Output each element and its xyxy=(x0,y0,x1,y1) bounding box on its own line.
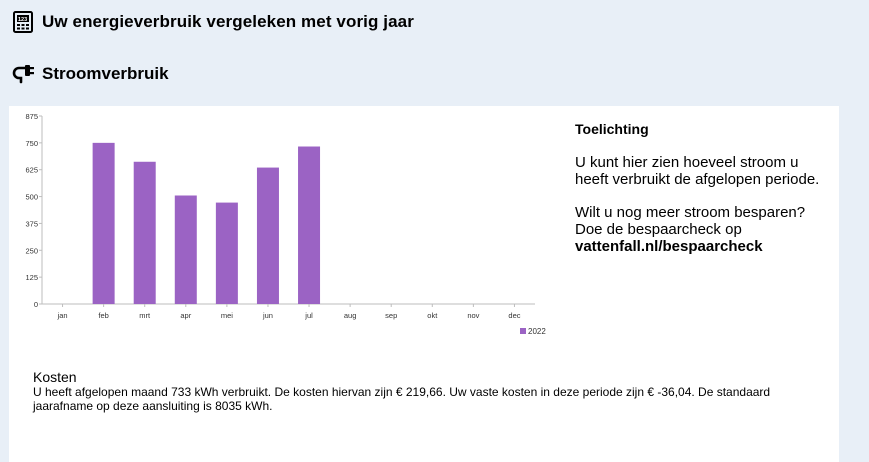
y-tick-label: 875 xyxy=(25,112,38,121)
explanation-text-2-body: Wilt u nog meer stroom besparen? Doe de … xyxy=(575,204,806,238)
costs-title: Kosten xyxy=(33,369,77,385)
costs-section: Kosten U heeft afgelopen maand 733 kWh v… xyxy=(33,370,833,413)
bar-jun xyxy=(256,167,279,304)
section-header: Stroomverbruik xyxy=(12,64,169,84)
bar-jul xyxy=(298,146,321,304)
page-title: Uw energieverbruik vergeleken met vorig … xyxy=(42,12,414,31)
x-tick-label: dec xyxy=(508,311,520,320)
y-tick-label: 250 xyxy=(25,246,38,255)
x-tick-label: nov xyxy=(467,311,479,320)
x-tick-label: jun xyxy=(262,311,273,320)
y-tick-label: 625 xyxy=(25,166,38,175)
y-tick-label: 500 xyxy=(25,193,38,202)
x-tick-label: sep xyxy=(385,311,397,320)
x-tick-label: aug xyxy=(344,311,357,320)
svg-text:123: 123 xyxy=(18,17,27,23)
bar-feb xyxy=(92,142,115,304)
explanation-text-2: Wilt u nog meer stroom besparen? Doe de … xyxy=(575,204,835,255)
explanation-panel: Toelichting U kunt hier zien hoeveel str… xyxy=(575,121,835,271)
x-tick-label: mei xyxy=(221,311,233,320)
y-tick-label: 125 xyxy=(25,273,38,282)
bar-mei xyxy=(215,202,238,304)
meter-icon: 123 xyxy=(12,11,34,33)
x-tick-label: jul xyxy=(304,311,313,320)
x-tick-label: mrt xyxy=(139,311,151,320)
legend-swatch xyxy=(520,328,526,334)
explanation-title: Toelichting xyxy=(575,121,649,137)
x-tick-label: apr xyxy=(180,311,191,320)
plug-icon xyxy=(12,64,36,84)
costs-text: U heeft afgelopen maand 733 kWh verbruik… xyxy=(33,385,771,413)
section-title: Stroomverbruik xyxy=(42,64,169,83)
usage-chart: 0 125 250 375 500 625 750 875 jan feb mrt apr mei jun… xyxy=(9,106,569,346)
y-tick-label: 375 xyxy=(25,219,38,228)
usage-card: 0 125 250 375 500 625 750 875 jan feb mrt apr mei jun… xyxy=(9,106,839,462)
bar-mrt xyxy=(133,161,156,304)
bespaarcheck-link[interactable]: vattenfall.nl/bespaarcheck xyxy=(575,238,763,255)
legend-label: 2022 xyxy=(528,327,546,336)
explanation-text-1: U kunt hier zien hoeveel stroom u heeft … xyxy=(575,154,820,188)
page-header: 123 Uw energieverbruik vergeleken met vo… xyxy=(12,11,414,33)
y-tick-label: 750 xyxy=(25,139,38,148)
bar-chart-svg: 0 125 250 375 500 625 750 875 jan feb mrt apr mei jun… xyxy=(25,112,546,336)
x-tick-label: feb xyxy=(98,311,108,320)
x-tick-label: okt xyxy=(427,311,438,320)
bar-apr xyxy=(174,195,197,304)
y-tick-label: 0 xyxy=(34,300,38,309)
x-tick-label: jan xyxy=(57,311,68,320)
